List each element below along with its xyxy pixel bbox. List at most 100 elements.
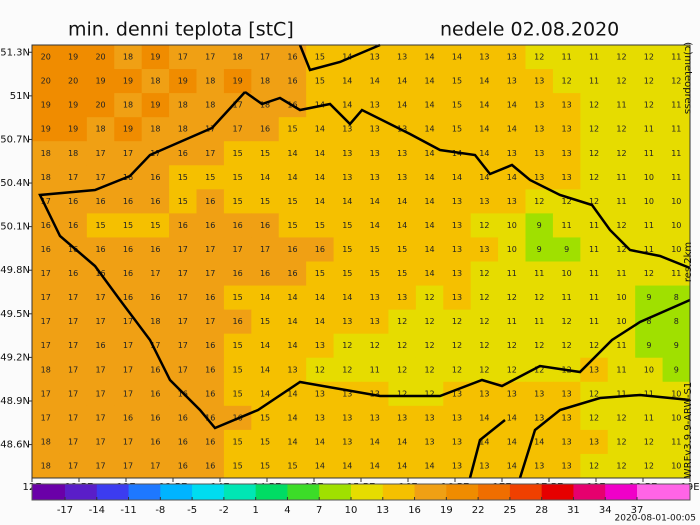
temperature-label: 14 [315, 437, 325, 446]
temperature-cell [114, 429, 143, 455]
temperature-cell [388, 93, 417, 118]
temperature-label: 16 [205, 389, 215, 398]
temperature-label: 12 [562, 197, 572, 206]
colorbar-bin [160, 484, 193, 500]
temperature-cell [306, 405, 335, 431]
colorbar-tick-label: -8 [155, 505, 165, 516]
temperature-label: 9 [646, 293, 651, 302]
temperature-label: 13 [315, 389, 325, 398]
temperature-cell [333, 309, 362, 335]
temperature-cell [278, 285, 307, 311]
temperature-label: 18 [205, 101, 215, 110]
temperature-label: 19 [41, 101, 51, 110]
temperature-cell [114, 189, 143, 214]
temperature-label: 12 [315, 365, 325, 374]
temperature-label: 12 [507, 341, 517, 350]
temperature-label: 14 [287, 413, 297, 422]
temperature-cell [223, 237, 252, 262]
temperature-label: 19 [178, 77, 188, 86]
temperature-label: 15 [233, 461, 243, 470]
temperature-label: 17 [123, 317, 133, 326]
colorbar-tick-label: 31 [567, 505, 580, 516]
temperature-cell [361, 69, 389, 94]
temperature-label: 14 [397, 461, 407, 470]
temperature-cell [251, 453, 280, 479]
temperature-label: 12 [397, 389, 407, 398]
temperature-cell [86, 165, 115, 190]
temperature-cell [525, 141, 554, 166]
temperature-label: 13 [507, 77, 517, 86]
temperature-label: 16 [205, 293, 215, 302]
temperature-label: 17 [178, 53, 188, 62]
temperature-cell [635, 357, 664, 383]
temperature-cell [607, 141, 636, 166]
temperature-cell [580, 213, 609, 238]
temperature-cell [59, 429, 88, 455]
temperature-cell [59, 165, 88, 190]
temperature-cell [114, 453, 143, 479]
temperature-label: 12 [424, 317, 434, 326]
temperature-cell [306, 261, 335, 287]
temperature-label: 11 [534, 269, 544, 278]
y-tick-label: 48.6N [0, 440, 30, 451]
temperature-label: 19 [150, 53, 160, 62]
temperature-cell [525, 213, 554, 238]
temperature-cell [169, 189, 197, 214]
temperature-cell [86, 453, 115, 479]
temperature-cell [169, 357, 197, 383]
temperature-label: 11 [507, 317, 517, 326]
temperature-label: 17 [233, 245, 243, 254]
temperature-label: 13 [315, 341, 325, 350]
temperature-label: 14 [507, 413, 517, 422]
y-tick-label: 49.5N [0, 309, 30, 320]
temperature-cell [196, 381, 225, 407]
temperature-cell [86, 381, 115, 407]
temperature-label: 13 [342, 149, 352, 158]
temperature-cell [86, 45, 115, 70]
temperature-cell [196, 165, 225, 190]
temperature-cell [251, 309, 280, 335]
temperature-label: 16 [205, 197, 215, 206]
temperature-label: 13 [534, 389, 544, 398]
temperature-cell [333, 69, 362, 94]
temperature-label: 11 [616, 101, 626, 110]
temperature-cell [114, 357, 143, 383]
temperature-cell [552, 453, 581, 479]
temperature-cell [223, 429, 252, 455]
temperature-label: 18 [123, 101, 133, 110]
temperature-label: 18 [260, 77, 270, 86]
temperature-cell [443, 213, 472, 238]
temperature-cell [443, 69, 472, 94]
temperature-cell [278, 429, 307, 455]
temperature-cell [415, 69, 444, 94]
y-tick-label: 50.4N [0, 178, 30, 189]
temperature-label: 10 [671, 461, 681, 470]
temperature-label: 12 [616, 245, 626, 254]
temperature-cell [552, 285, 581, 311]
temperature-label: 13 [452, 389, 462, 398]
temperature-cell [306, 237, 335, 262]
colorbar-tick-label: 10 [345, 505, 358, 516]
temperature-cell [196, 285, 225, 311]
temperature-label: 15 [260, 461, 270, 470]
temperature-cell [32, 357, 60, 383]
colorbar-tick-label: -5 [187, 505, 197, 516]
temperature-label: 16 [287, 77, 297, 86]
temperature-cell [580, 117, 609, 142]
temperature-cell [388, 333, 417, 359]
temperature-cell [662, 213, 691, 238]
temperature-cell [196, 453, 225, 479]
temperature-cell [415, 117, 444, 142]
temperature-cell [415, 453, 444, 479]
temperature-label: 11 [671, 173, 681, 182]
temperature-label: 17 [41, 317, 51, 326]
temperature-cell [498, 69, 526, 94]
temperature-label: 14 [507, 461, 517, 470]
temperature-cell [114, 261, 143, 287]
temperature-label: 13 [479, 197, 489, 206]
temperature-cell [278, 117, 307, 142]
temperature-cell [196, 333, 225, 359]
temperature-label: 12 [616, 77, 626, 86]
temperature-label: 13 [370, 149, 380, 158]
temperature-cell [223, 117, 252, 142]
